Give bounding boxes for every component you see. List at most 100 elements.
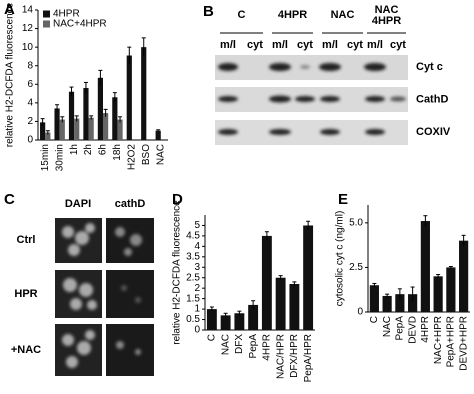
y-axis-label: relative H2-DCFDA fluorescence xyxy=(5,2,16,147)
bar xyxy=(433,276,443,312)
bar xyxy=(88,117,94,140)
blot-row-label: COXIV xyxy=(416,126,451,138)
y-tick-label: 2 xyxy=(194,283,200,294)
bar xyxy=(103,113,109,140)
y-tick-label: 2.5 xyxy=(349,262,363,273)
blot-images xyxy=(215,55,408,145)
x-tick-label: 1h xyxy=(69,144,80,155)
lane-group-label: NAC xyxy=(375,4,399,16)
bar xyxy=(408,294,418,312)
y-tick-label: 5.0 xyxy=(349,217,363,228)
x-tick-label: BSO xyxy=(141,144,152,165)
y-tick-label: 2 xyxy=(27,116,33,127)
bar xyxy=(395,294,405,312)
x-tick-label: 4HPR xyxy=(420,316,431,343)
y-tick-label: 8 xyxy=(27,60,33,71)
y-tick-label: 3 xyxy=(194,262,200,273)
x-tick-label: PepA xyxy=(248,334,259,359)
y-tick-label: 5 xyxy=(194,220,200,231)
y-tick-label: 10 xyxy=(22,42,34,53)
bar xyxy=(369,285,379,312)
y-tick-label: 4 xyxy=(194,241,200,252)
bar xyxy=(303,225,314,330)
bar xyxy=(68,91,75,140)
panel-label: D xyxy=(172,191,183,208)
row-label: HPR xyxy=(14,288,37,300)
lane-label: cyt xyxy=(247,39,263,51)
panel-label: A xyxy=(4,1,15,18)
x-tick-label: 18h xyxy=(112,144,123,161)
x-tick-label: 2h xyxy=(83,144,94,155)
column-label: DAPI xyxy=(65,198,91,210)
x-tick-label: H2O2 xyxy=(127,144,138,171)
lane-group-label: C xyxy=(238,9,246,21)
y-axis-label: relative H2-DCFDA fluorescence xyxy=(172,200,183,345)
lane-label: m/l xyxy=(272,39,288,51)
lane-label: m/l xyxy=(322,39,338,51)
x-tick-label: 30min xyxy=(54,144,65,171)
x-tick-label: NAC xyxy=(220,334,231,355)
lane-label: cyt xyxy=(297,39,313,51)
x-tick-label: DFX xyxy=(234,334,245,354)
x-tick-label: NAC/HPR xyxy=(275,334,286,379)
bar xyxy=(261,235,272,330)
lane-group-label: 4HPR xyxy=(372,15,401,27)
lane-group-label: 4HPR xyxy=(278,9,307,21)
bar xyxy=(45,132,51,140)
y-tick-label: 4 xyxy=(27,97,33,108)
panel-label: B xyxy=(203,3,214,20)
row-label: +NAC xyxy=(11,344,41,356)
row-label: Ctrl xyxy=(17,234,36,246)
legend-swatch xyxy=(43,20,50,28)
lane-group-label: NAC xyxy=(331,9,355,21)
bar xyxy=(275,277,286,330)
y-tick-label: 0 xyxy=(27,135,33,146)
x-tick-label: C xyxy=(369,316,380,323)
bar xyxy=(206,309,217,330)
y-tick-label: 2.5 xyxy=(186,272,200,283)
blot-row-label: CathD xyxy=(416,93,448,105)
bar xyxy=(248,304,259,330)
bar xyxy=(220,315,231,330)
bar xyxy=(141,47,147,141)
x-tick-label: NAC xyxy=(155,144,166,165)
x-tick-label: PepA xyxy=(395,316,406,341)
column-label: cathD xyxy=(115,198,146,210)
y-tick-label: 0 xyxy=(194,325,200,336)
y-tick-label: 12 xyxy=(22,23,34,34)
y-tick-label: 14 xyxy=(22,5,34,16)
x-tick-label: NAC xyxy=(382,316,393,337)
bar xyxy=(382,295,392,312)
bar xyxy=(155,130,161,140)
bar xyxy=(459,240,469,312)
x-tick-label: 6h xyxy=(98,144,109,155)
x-tick-label: 4HPR xyxy=(262,334,273,361)
x-tick-label: 15min xyxy=(40,144,51,171)
micrograph-images xyxy=(55,218,154,376)
x-tick-label: NAC+HPR xyxy=(433,316,444,364)
bar xyxy=(83,88,89,140)
bar xyxy=(420,221,430,312)
bar xyxy=(40,122,46,140)
lane-label: m/l xyxy=(220,39,236,51)
x-tick-label: DEVD xyxy=(407,316,418,344)
bar xyxy=(289,284,300,330)
bar xyxy=(97,77,103,140)
x-tick-label: PepA+HPR xyxy=(446,316,457,367)
y-tick-label: 1 xyxy=(194,304,200,315)
bar xyxy=(126,55,132,140)
panel-label: C xyxy=(4,191,15,208)
y-tick-label: 6 xyxy=(27,79,33,90)
legend-label: NAC+4HPR xyxy=(53,19,107,30)
x-tick-label: DFX/HPR xyxy=(289,334,300,378)
bar xyxy=(54,108,60,140)
panel-label: E xyxy=(338,191,348,208)
y-tick-label: 1.5 xyxy=(186,293,200,304)
bar xyxy=(59,119,65,140)
x-tick-label: PepA/HPR xyxy=(303,334,314,382)
bar xyxy=(117,119,123,140)
bar xyxy=(234,313,245,330)
y-tick-label: 4.5 xyxy=(186,231,200,242)
lane-label: cyt xyxy=(347,39,363,51)
lane-label: m/l xyxy=(367,39,383,51)
